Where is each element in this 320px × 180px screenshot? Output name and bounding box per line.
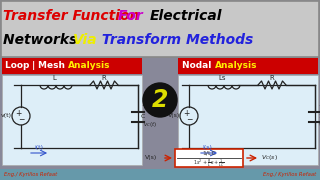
FancyBboxPatch shape xyxy=(175,149,243,167)
Text: +: + xyxy=(183,109,189,118)
Text: +: + xyxy=(318,103,320,109)
Text: Analysis: Analysis xyxy=(68,62,110,71)
Text: Loop: Loop xyxy=(5,62,33,71)
Text: Analysis: Analysis xyxy=(215,62,258,71)
Text: Transfer Function: Transfer Function xyxy=(3,9,144,23)
Text: i(t): i(t) xyxy=(34,145,43,150)
FancyBboxPatch shape xyxy=(0,169,320,180)
Text: $v_C(t)$: $v_C(t)$ xyxy=(143,120,157,129)
Text: $V_C(s)$: $V_C(s)$ xyxy=(261,154,278,163)
Text: R: R xyxy=(270,75,274,81)
Text: For: For xyxy=(118,9,148,23)
Text: 1/Cs: 1/Cs xyxy=(318,114,320,119)
Text: −: − xyxy=(18,116,24,125)
Text: +: + xyxy=(15,109,21,118)
FancyBboxPatch shape xyxy=(1,1,319,57)
Text: −: − xyxy=(186,116,192,125)
Text: +: + xyxy=(141,103,147,109)
Text: Networks: Networks xyxy=(3,33,82,47)
Text: Eng./ Kyrillos Refaat: Eng./ Kyrillos Refaat xyxy=(4,172,57,177)
Text: R: R xyxy=(102,75,106,81)
Text: Via: Via xyxy=(73,33,98,47)
Text: V(s): V(s) xyxy=(168,114,180,118)
Text: $V_C(s)$: $V_C(s)$ xyxy=(318,121,320,130)
Text: |: | xyxy=(32,62,38,71)
Text: v(t): v(t) xyxy=(1,114,12,118)
Text: 1/LC: 1/LC xyxy=(202,150,216,156)
FancyBboxPatch shape xyxy=(2,58,142,74)
Text: Ls: Ls xyxy=(218,75,226,81)
Text: $1s^2+\frac{R}{L}s+\frac{1}{LC}$: $1s^2+\frac{R}{L}s+\frac{1}{LC}$ xyxy=(193,157,225,169)
FancyBboxPatch shape xyxy=(178,75,318,165)
Text: 2: 2 xyxy=(152,88,168,112)
Text: Eng./ Kyrillos Refaat: Eng./ Kyrillos Refaat xyxy=(263,172,316,177)
Circle shape xyxy=(143,83,177,117)
Text: C: C xyxy=(141,114,145,119)
Text: I(s): I(s) xyxy=(202,145,212,150)
FancyBboxPatch shape xyxy=(178,58,318,74)
Text: Mesh: Mesh xyxy=(38,62,68,71)
Text: V(s): V(s) xyxy=(145,156,157,161)
Text: Electrical: Electrical xyxy=(150,9,222,23)
Text: Nodal: Nodal xyxy=(182,62,214,71)
Text: Transform Methods: Transform Methods xyxy=(97,33,253,47)
Text: L: L xyxy=(52,75,56,81)
FancyBboxPatch shape xyxy=(2,75,142,165)
